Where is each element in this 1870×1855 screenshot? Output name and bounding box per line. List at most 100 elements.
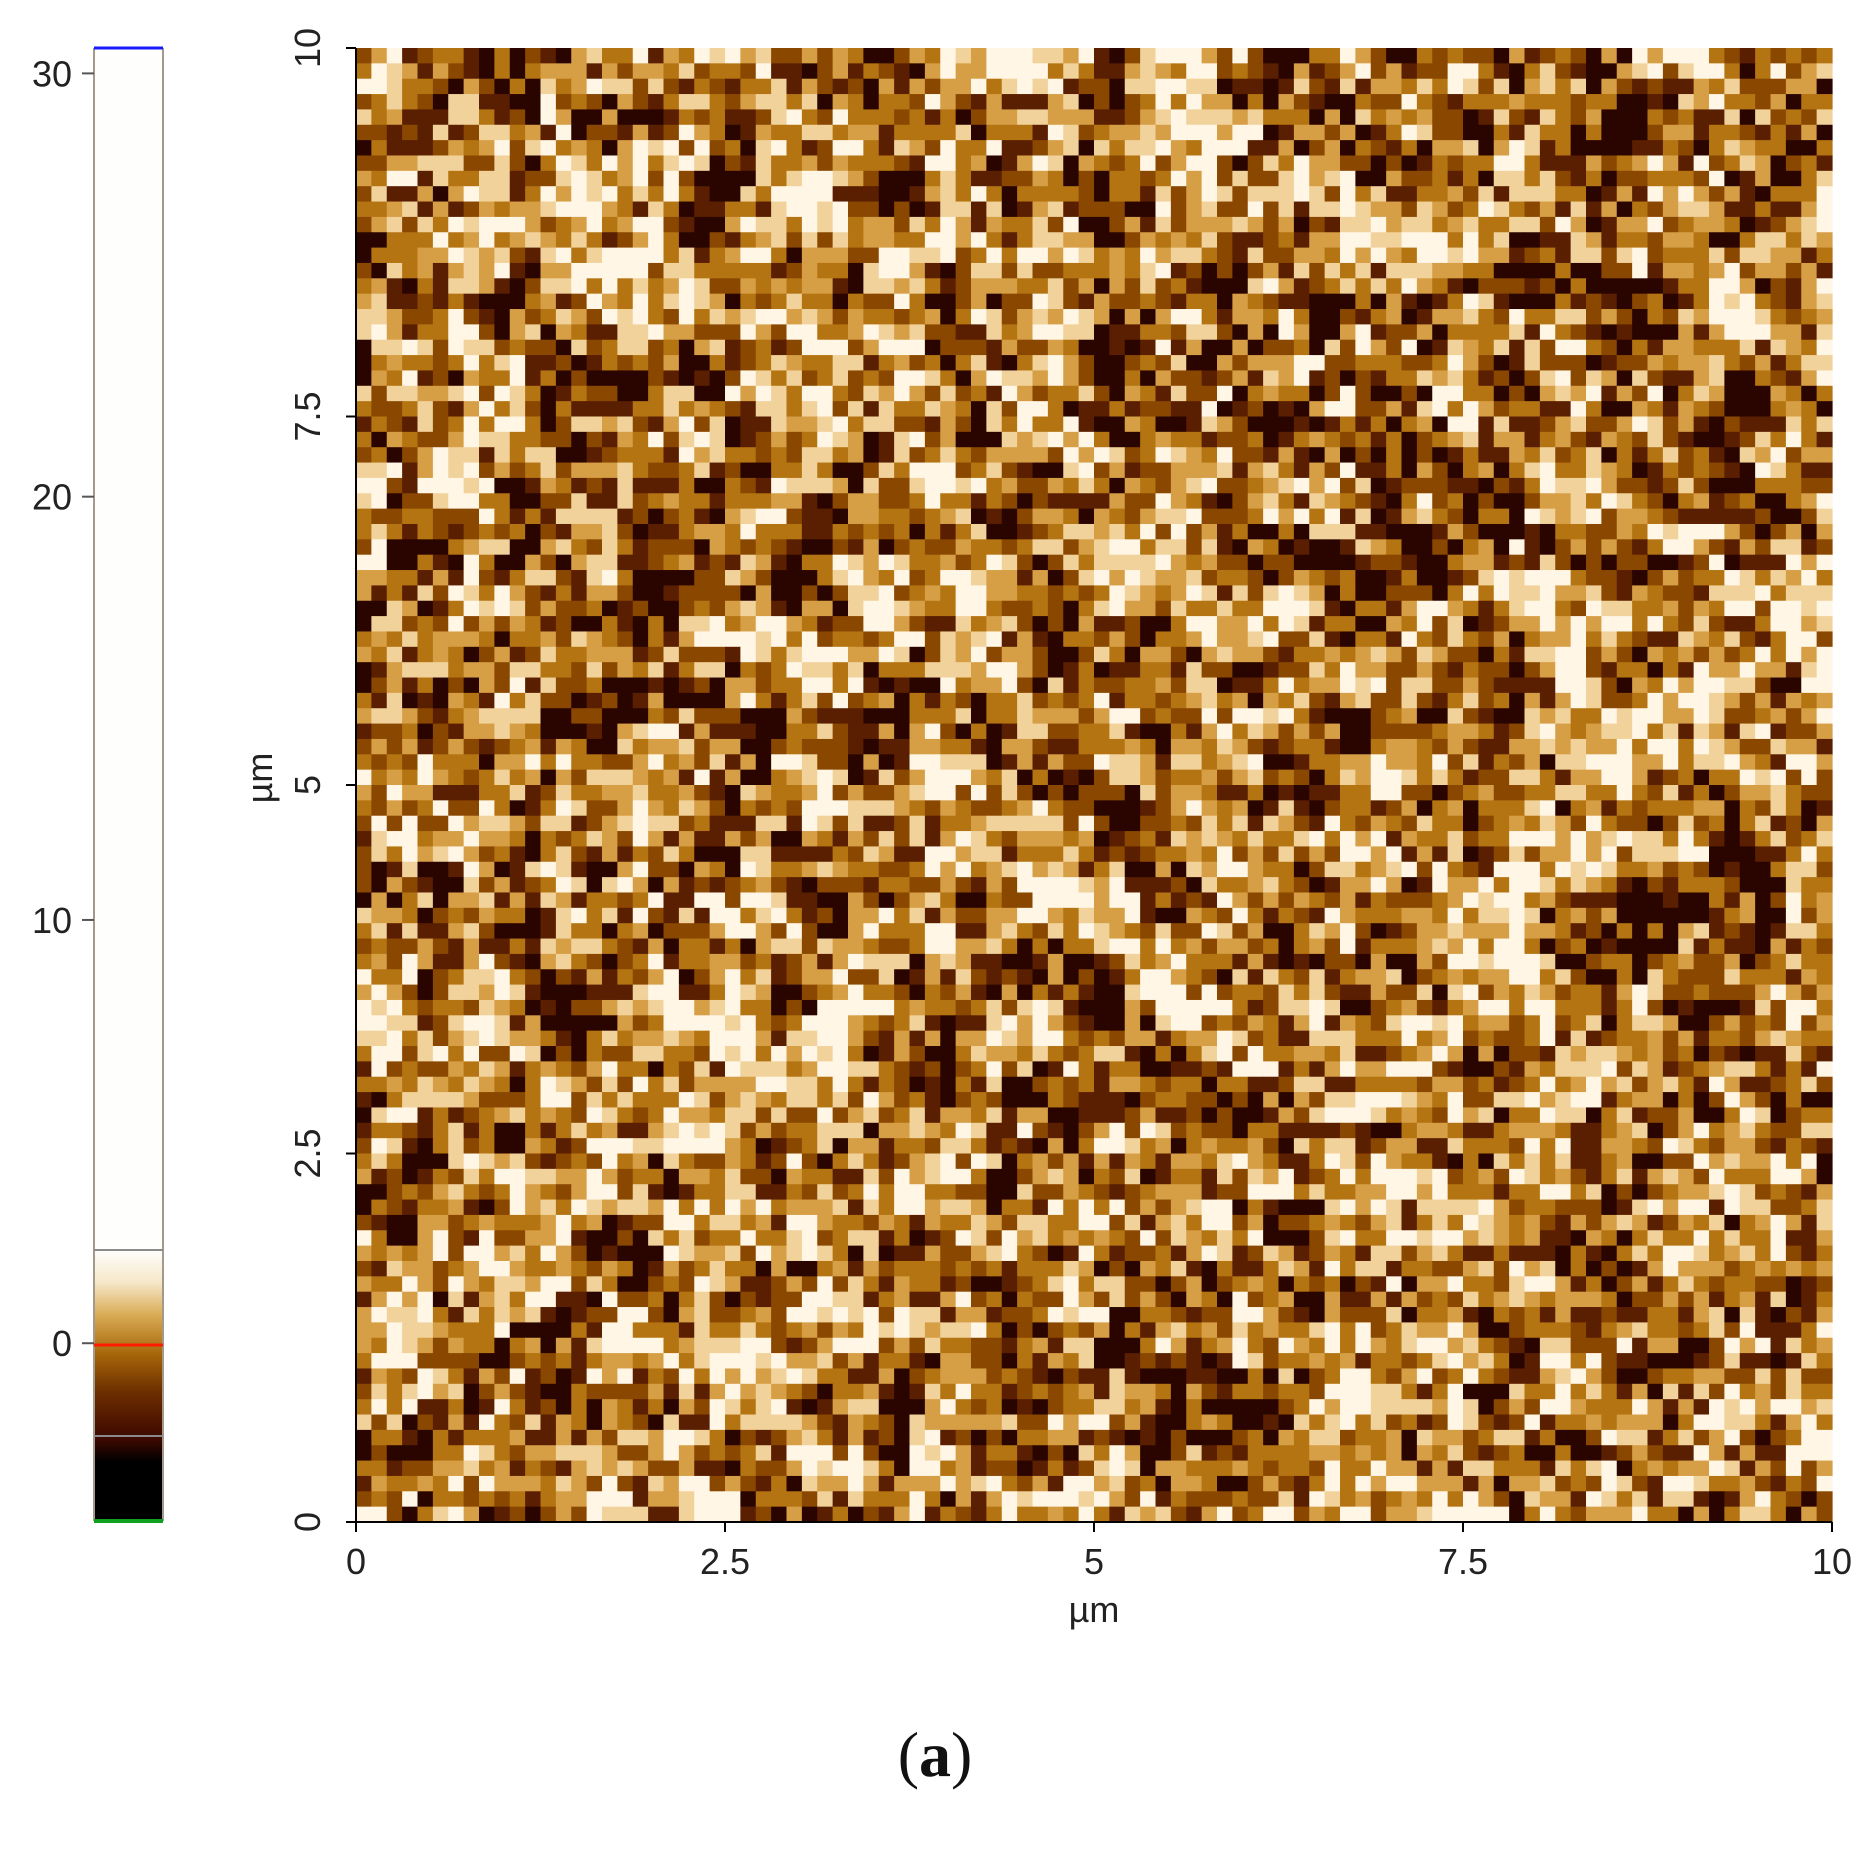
afm-pixel [1524, 831, 1541, 848]
afm-pixel [1678, 109, 1695, 126]
afm-pixel [801, 124, 818, 141]
afm-pixel [940, 493, 957, 510]
afm-pixel [617, 539, 634, 556]
afm-pixel [740, 385, 757, 402]
afm-pixel [463, 631, 480, 648]
afm-pixel [1524, 94, 1541, 111]
afm-pixel [1247, 94, 1264, 111]
afm-pixel [1293, 216, 1310, 233]
afm-pixel [694, 723, 711, 740]
afm-pixel [1063, 48, 1080, 64]
afm-pixel [1555, 431, 1572, 448]
afm-pixel [417, 662, 434, 679]
afm-pixel [1555, 570, 1572, 586]
afm-pixel [509, 815, 526, 832]
afm-pixel [1232, 523, 1249, 540]
afm-pixel [540, 339, 557, 356]
afm-pixel [1616, 232, 1633, 249]
afm-pixel [1170, 662, 1187, 679]
afm-pixel [678, 385, 695, 402]
afm-pixel [1078, 309, 1095, 325]
afm-pixel [371, 754, 388, 771]
afm-pixel [1816, 616, 1833, 633]
afm-pixel [771, 631, 788, 648]
afm-pixel [663, 616, 680, 633]
afm-pixel [356, 477, 372, 494]
afm-pixel [1770, 309, 1787, 325]
afm-pixel [1078, 262, 1095, 279]
afm-pixel [1524, 201, 1541, 218]
afm-pixel [494, 646, 511, 663]
afm-pixel [356, 585, 372, 602]
afm-pixel [1278, 600, 1295, 617]
afm-pixel [1047, 247, 1064, 264]
afm-pixel [863, 186, 880, 203]
afm-pixel [1678, 738, 1695, 755]
afm-pixel [555, 416, 572, 433]
afm-pixel [678, 785, 695, 801]
afm-pixel [801, 570, 818, 586]
afm-pixel [709, 201, 726, 218]
afm-pixel [1463, 600, 1479, 617]
afm-pixel [694, 692, 711, 709]
afm-pixel [878, 63, 895, 80]
afm-pixel [1078, 140, 1095, 157]
afm-pixel [540, 124, 557, 141]
afm-pixel [725, 63, 741, 80]
afm-pixel [1340, 493, 1356, 510]
afm-pixel [986, 477, 1003, 494]
afm-pixel [1432, 201, 1449, 218]
afm-pixel [1032, 769, 1049, 786]
afm-pixel [1693, 662, 1710, 679]
afm-pixel [617, 831, 634, 848]
afm-pixel [1662, 232, 1679, 249]
afm-pixel [571, 401, 588, 418]
afm-pixel [1032, 477, 1049, 494]
afm-pixel [555, 262, 572, 279]
afm-pixel [1647, 723, 1664, 740]
afm-pixel [1001, 769, 1018, 786]
afm-pixel [1324, 94, 1341, 111]
afm-pixel [432, 247, 449, 264]
afm-pixel [817, 508, 834, 525]
afm-pixel [1463, 216, 1479, 233]
afm-pixel [1232, 785, 1249, 801]
afm-pixel [463, 600, 480, 617]
afm-pixel [417, 616, 434, 633]
afm-pixel [525, 109, 542, 126]
afm-pixel [694, 109, 711, 126]
afm-pixel [1647, 431, 1664, 448]
afm-pixel [1401, 539, 1418, 556]
afm-pixel [1401, 616, 1418, 633]
afm-pixel [1601, 324, 1618, 341]
afm-pixel [602, 170, 618, 187]
afm-pixel [955, 754, 972, 771]
afm-pixel [1001, 401, 1018, 418]
afm-pixel [586, 431, 603, 448]
afm-pixel [1647, 278, 1664, 295]
afm-pixel [1678, 124, 1695, 141]
afm-pixel [632, 477, 649, 494]
afm-pixel [356, 539, 372, 556]
afm-pixel [1432, 554, 1449, 571]
afm-pixel [755, 355, 772, 372]
afm-pixel [1155, 539, 1172, 556]
afm-pixel [1539, 155, 1556, 172]
afm-pixel [863, 78, 880, 95]
afm-pixel [386, 662, 403, 679]
afm-pixel [1201, 401, 1218, 418]
afm-pixel [1570, 769, 1587, 786]
afm-pixel [848, 477, 864, 494]
afm-pixel [617, 309, 634, 325]
afm-pixel [1447, 232, 1464, 249]
afm-pixel [1232, 232, 1249, 249]
afm-pixel [1094, 370, 1110, 387]
afm-pixel [1124, 140, 1141, 157]
afm-pixel [586, 785, 603, 801]
afm-pixel [1816, 600, 1833, 617]
afm-pixel [356, 523, 372, 540]
afm-pixel [1017, 600, 1034, 617]
afm-pixel [540, 631, 557, 648]
afm-pixel [1124, 769, 1141, 786]
afm-pixel [1032, 278, 1049, 295]
